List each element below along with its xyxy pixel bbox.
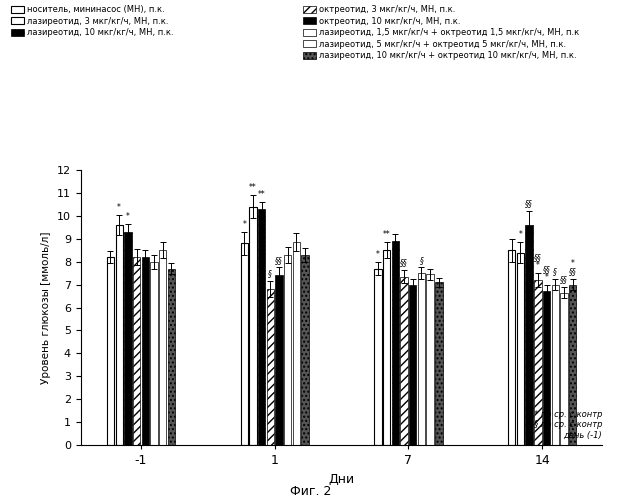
Text: *: * bbox=[536, 262, 540, 270]
Bar bbox=[284, 255, 291, 445]
Bar bbox=[159, 250, 166, 445]
Y-axis label: Уровень глюкозы [ммоль/л]: Уровень глюкозы [ммоль/л] bbox=[42, 231, 52, 384]
Text: §§: §§ bbox=[525, 200, 533, 208]
Bar bbox=[383, 250, 391, 445]
Bar bbox=[124, 232, 132, 445]
Text: §§: §§ bbox=[275, 256, 283, 264]
Bar bbox=[107, 257, 114, 445]
Bar bbox=[374, 268, 382, 445]
Bar bbox=[292, 242, 300, 445]
Bar bbox=[435, 282, 443, 445]
Text: *: * bbox=[117, 203, 121, 212]
Text: *: * bbox=[545, 273, 548, 282]
Text: §§: §§ bbox=[400, 258, 408, 267]
Bar bbox=[525, 225, 533, 445]
Text: *: * bbox=[126, 212, 130, 221]
Text: §§: §§ bbox=[534, 254, 542, 262]
Bar bbox=[517, 252, 524, 445]
Bar bbox=[116, 225, 123, 445]
Text: *: * bbox=[571, 259, 574, 268]
Text: **: ** bbox=[249, 184, 257, 192]
Text: §: § bbox=[553, 267, 557, 276]
Bar bbox=[249, 206, 256, 445]
Bar bbox=[142, 257, 149, 445]
Bar bbox=[409, 284, 417, 445]
Text: §§: §§ bbox=[543, 265, 550, 274]
Legend: октреотид, 3 мкг/кг/ч, МН, п.к., октреотид, 10 мкг/кг/ч, МН, п.к., лазиреотид, 1: октреотид, 3 мкг/кг/ч, МН, п.к., октреот… bbox=[302, 4, 580, 61]
X-axis label: Дни: Дни bbox=[329, 472, 355, 486]
Bar bbox=[301, 255, 309, 445]
Text: §§: §§ bbox=[560, 275, 568, 284]
Bar bbox=[133, 257, 140, 445]
Bar bbox=[240, 244, 248, 445]
Text: **: ** bbox=[258, 190, 266, 200]
Bar bbox=[150, 262, 158, 445]
Bar bbox=[266, 289, 274, 445]
Bar bbox=[275, 276, 283, 445]
Bar bbox=[418, 273, 425, 445]
Text: *: * bbox=[519, 230, 522, 239]
Text: §: § bbox=[420, 256, 424, 264]
Bar bbox=[551, 284, 559, 445]
Bar bbox=[168, 268, 175, 445]
Bar bbox=[569, 284, 576, 445]
Bar bbox=[258, 209, 265, 445]
Text: §§: §§ bbox=[569, 267, 576, 276]
Legend: носитель, мининасос (МН), п.к., лазиреотид, 3 мкг/кг/ч, МН, п.к., лазиреотид, 10: носитель, мининасос (МН), п.к., лазиреот… bbox=[11, 4, 175, 38]
Text: *: * bbox=[376, 250, 380, 259]
Text: Фиг. 2: Фиг. 2 bbox=[290, 485, 331, 498]
Bar bbox=[508, 250, 515, 445]
Text: **: ** bbox=[383, 230, 391, 239]
Bar bbox=[401, 276, 408, 445]
Text: §: § bbox=[268, 270, 272, 278]
Bar bbox=[543, 292, 550, 445]
Bar bbox=[427, 274, 434, 445]
Bar bbox=[560, 292, 568, 445]
Bar bbox=[534, 280, 542, 445]
Text: *: * bbox=[242, 220, 246, 229]
Text: * по ср. с контр
§ по ср. с контр
день (-1): * по ср. с контр § по ср. с контр день (… bbox=[534, 410, 602, 440]
Bar bbox=[392, 241, 399, 445]
